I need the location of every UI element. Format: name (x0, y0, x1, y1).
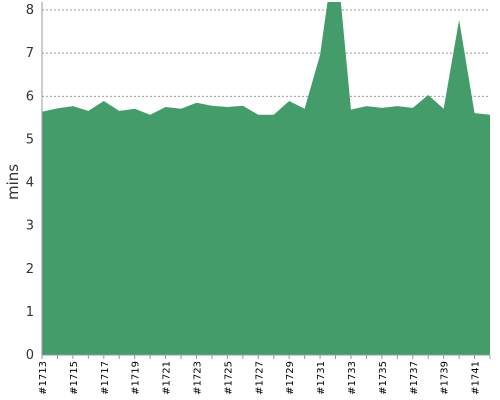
y-tick-label: 5 (26, 132, 34, 147)
y-tick-label: 0 (26, 348, 34, 363)
x-tick-label: #1727 (254, 361, 265, 395)
y-tick-label: 8 (26, 3, 34, 18)
x-tick-label: #1717 (100, 361, 111, 395)
x-tick-label: #1739 (440, 361, 451, 395)
x-tick-label: #1719 (131, 361, 142, 395)
y-tick-label: 4 (26, 176, 34, 191)
x-tick-label: #1725 (223, 361, 234, 395)
x-tick-label: #1737 (409, 361, 420, 395)
y-tick-label: 2 (26, 262, 34, 277)
x-tick-label: #1735 (378, 361, 389, 395)
area (42, 2, 490, 355)
x-tick-label: #1723 (192, 361, 203, 395)
y-tick-label: 7 (26, 46, 34, 61)
x-tick-label: #1729 (285, 361, 296, 395)
x-tick-label: #1733 (347, 361, 358, 395)
x-tick-label: #1731 (316, 361, 327, 395)
x-tick-label: #1721 (162, 361, 173, 395)
y-tick-label: 1 (26, 305, 34, 320)
x-tick-label: #1713 (38, 361, 49, 395)
y-axis-label: mins (4, 164, 22, 200)
x-tick-label: #1741 (471, 361, 482, 395)
y-tick-label: 6 (26, 89, 34, 104)
x-tick-label: #1715 (69, 361, 80, 395)
y-tick-label: 3 (26, 219, 34, 234)
